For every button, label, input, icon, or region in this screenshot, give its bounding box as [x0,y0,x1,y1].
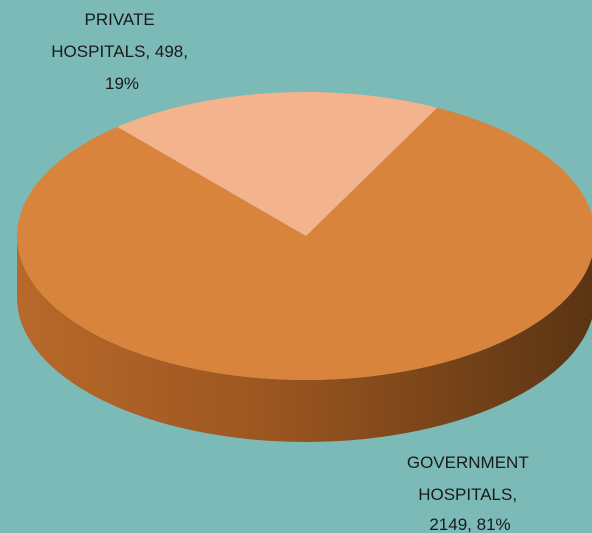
label-private-hospitals: PRIVATE HOSPITALS, 498, 19% [51,10,192,93]
label-government-line-2: HOSPITALS, [418,485,517,504]
label-private-line-1: PRIVATE [85,10,155,29]
label-government-line-3: 2149, 81% [429,515,510,533]
label-private-line-2: HOSPITALS, 498, [51,42,188,61]
label-government-hospitals: GOVERNMENT HOSPITALS, 2149, 81% [407,453,533,533]
label-government-line-1: GOVERNMENT [407,453,529,472]
pie-slices [17,92,592,381]
pie-slice-government-hospitals [17,107,592,381]
label-private-line-3: 19% [105,74,139,93]
pie-slice-private-hospitals [117,92,438,236]
pie-side-wall [17,236,592,442]
